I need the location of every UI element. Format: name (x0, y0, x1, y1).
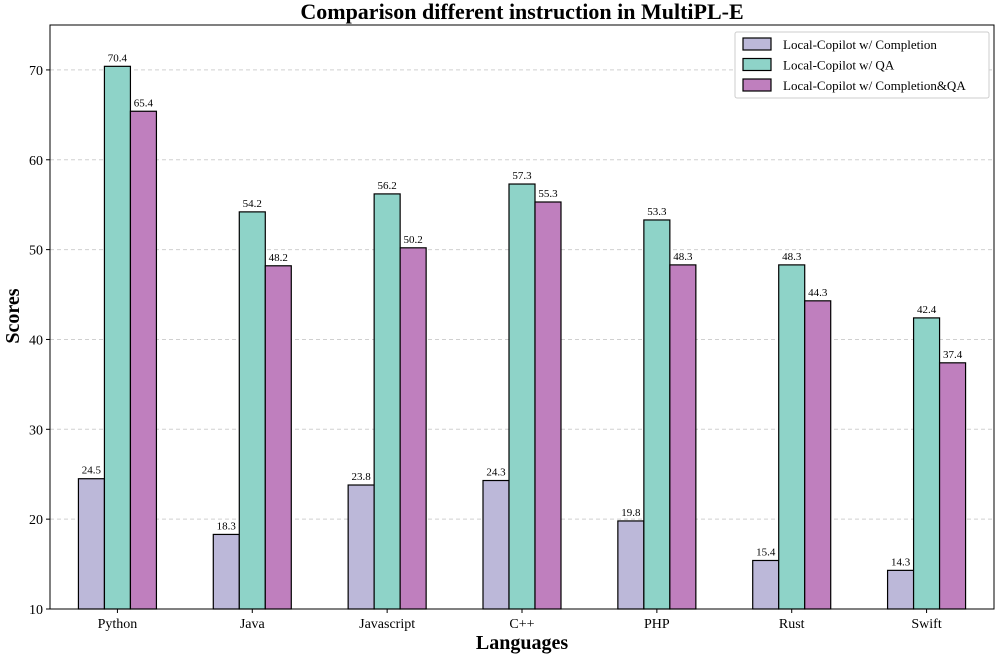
bar-value-label: 53.3 (647, 206, 667, 218)
y-tick-label: 10 (29, 603, 43, 618)
bar (238, 211, 266, 610)
bar (129, 110, 158, 610)
x-tick-label: Rust (779, 617, 805, 632)
bar-value-label: 44.3 (808, 287, 828, 299)
bar (399, 247, 427, 610)
y-tick-label: 20 (29, 513, 43, 528)
bar-value-label: 42.4 (917, 304, 937, 316)
bar (669, 264, 697, 610)
bar (804, 300, 832, 610)
bar (778, 264, 806, 610)
bar (912, 317, 941, 610)
legend-frame (734, 31, 990, 99)
bars-group (77, 65, 967, 610)
y-tick-label: 70 (29, 64, 43, 79)
bar (103, 65, 132, 610)
bar-value-label: 48.3 (673, 251, 693, 263)
bar (373, 193, 401, 610)
bar-value-label: 15.4 (756, 546, 776, 558)
bar (534, 201, 562, 610)
chart-title: Comparison different instruction in Mult… (300, 0, 743, 24)
bar (264, 265, 292, 610)
legend-swatch (742, 78, 772, 92)
bar (643, 219, 671, 610)
bar-value-label: 65.4 (134, 97, 154, 109)
y-tick-label: 50 (29, 244, 43, 259)
y-tick-label: 30 (29, 423, 43, 438)
x-tick-label: Python (98, 617, 138, 632)
bar-value-label: 55.3 (538, 188, 558, 200)
bar-value-label: 50.2 (404, 234, 423, 246)
bar-value-label: 19.8 (621, 507, 641, 519)
x-tick-label: PHP (644, 617, 670, 632)
bar-value-label: 48.3 (782, 251, 802, 263)
legend-swatch (742, 37, 772, 51)
x-axis-label: Languages (476, 632, 568, 654)
x-tick-label: Java (240, 617, 266, 632)
y-axis-ticks: 10 20 30 40 50 60 70 (29, 64, 50, 618)
bar-value-label: 57.3 (512, 170, 532, 182)
legend-swatch (742, 57, 772, 72)
legend-entry-label: Local-Copilot w/ Completion (783, 37, 937, 52)
bar (752, 559, 780, 610)
bar-value-label: 18.3 (217, 520, 237, 532)
bar (347, 484, 375, 610)
bar (77, 478, 106, 610)
x-axis-ticks: Python Java Javascript C++ PHP Rust Swift (98, 609, 942, 632)
y-tick-label: 60 (29, 154, 43, 169)
y-axis-label: Scores (2, 288, 24, 343)
bar (886, 569, 915, 610)
bar-value-label: 23.8 (352, 471, 372, 483)
bar-value-label: 24.3 (486, 467, 506, 479)
bar (212, 533, 240, 610)
y-tick-label: 40 (29, 333, 43, 348)
bar-value-label: 54.2 (243, 198, 262, 210)
bar-value-label: 14.3 (891, 556, 911, 568)
legend-entry-label: Local-Copilot w/ Completion&QA (783, 78, 966, 93)
x-tick-label: C++ (509, 617, 534, 632)
data-labels-group: 24.5 70.4 65.4 18.3 54.2 48.2 23.8 56.2 50.2 24.3… (82, 52, 963, 568)
x-tick-label: Javascript (359, 617, 415, 632)
bar-value-label: 48.2 (269, 252, 288, 264)
bar (938, 362, 967, 610)
legend: Local-Copilot w/ Completion Local-Copilot… (734, 31, 990, 99)
bar-value-label: 37.4 (943, 349, 963, 361)
bar-value-label: 70.4 (108, 52, 128, 64)
legend-entry-label: Local-Copilot w/ QA (783, 58, 895, 73)
bar (617, 520, 645, 610)
bar-value-label: 56.2 (378, 180, 397, 192)
x-tick-label: Swift (911, 617, 941, 632)
bar (508, 183, 536, 610)
bar (482, 479, 510, 610)
bar-value-label: 24.5 (82, 465, 102, 477)
